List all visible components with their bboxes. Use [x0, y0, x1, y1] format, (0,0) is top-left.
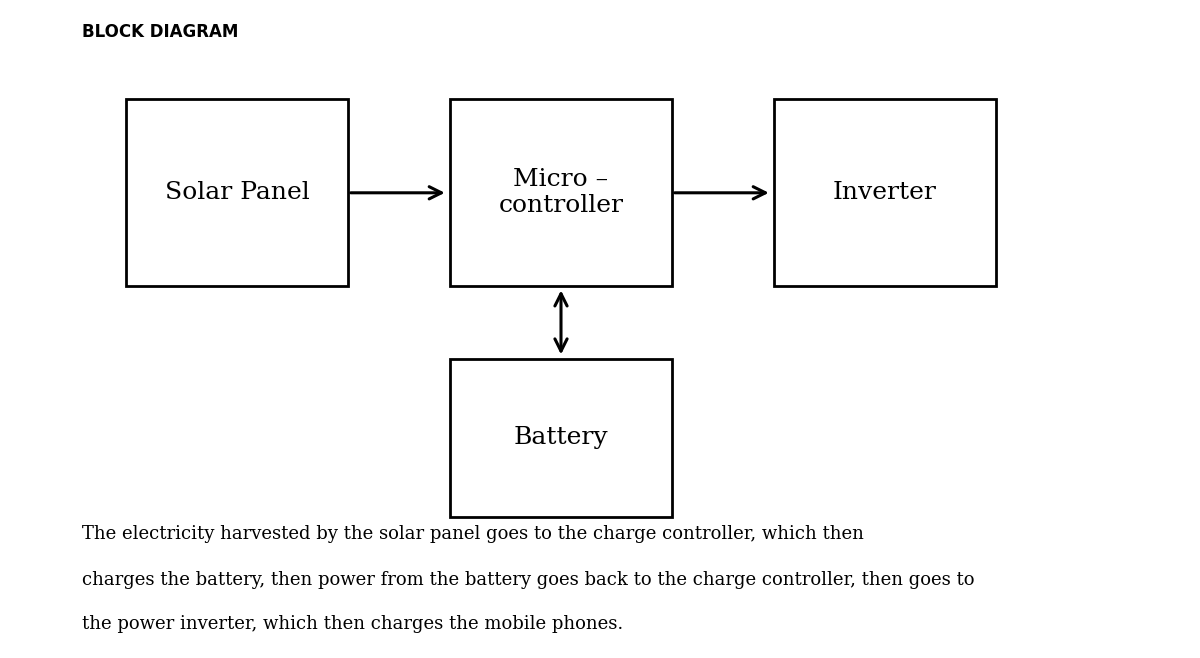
Text: Battery: Battery: [514, 426, 608, 449]
Text: Micro –
controller: Micro – controller: [498, 168, 624, 217]
FancyBboxPatch shape: [774, 99, 996, 286]
Text: BLOCK DIAGRAM: BLOCK DIAGRAM: [82, 23, 238, 41]
FancyBboxPatch shape: [450, 359, 672, 517]
Text: The electricity harvested by the solar panel goes to the charge controller, whic: The electricity harvested by the solar p…: [82, 525, 864, 543]
Text: Solar Panel: Solar Panel: [164, 181, 310, 204]
FancyBboxPatch shape: [450, 99, 672, 286]
FancyBboxPatch shape: [126, 99, 348, 286]
Text: the power inverter, which then charges the mobile phones.: the power inverter, which then charges t…: [82, 615, 623, 633]
Text: Inverter: Inverter: [833, 181, 937, 204]
Text: charges the battery, then power from the battery goes back to the charge control: charges the battery, then power from the…: [82, 571, 974, 589]
